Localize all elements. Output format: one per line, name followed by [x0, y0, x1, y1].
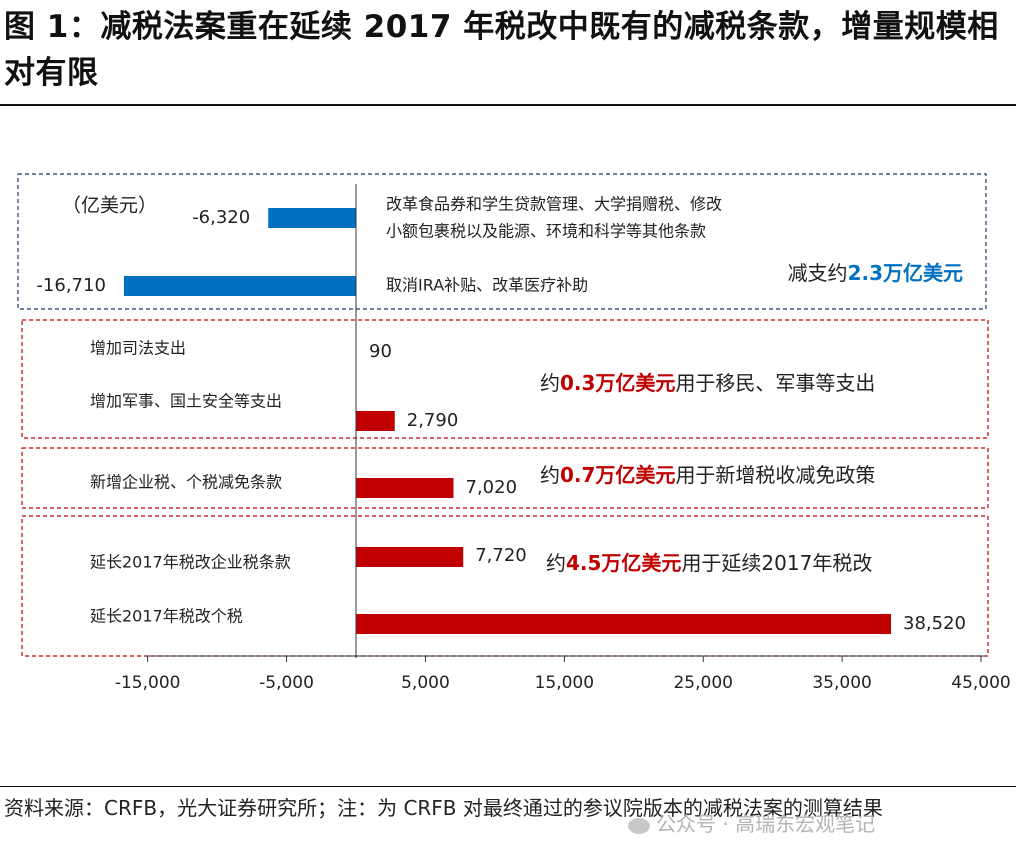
category-label: 取消IRA补贴、改革医疗补助	[386, 276, 588, 295]
annotation-highlight: 0.7万亿美元	[560, 463, 675, 487]
group-box-spending-increase	[21, 319, 989, 439]
data-label: 90	[369, 341, 392, 362]
group-box-new-tax-relief	[21, 447, 989, 509]
data-label: 2,790	[407, 410, 459, 431]
annotation-prefix: 约	[540, 463, 560, 487]
category-label: 增加军事、国土安全等支出	[90, 392, 282, 411]
wechat-icon	[628, 817, 650, 834]
x-tick-label: 25,000	[673, 673, 732, 693]
annotation-prefix: 约	[540, 371, 560, 395]
bar	[268, 208, 356, 228]
chart-title: 图 1：减税法案重在延续 2017 年税改中既有的减税条款，增量规模相对有限	[4, 9, 999, 91]
watermark: 公众号 · 高瑞东宏观笔记	[628, 808, 875, 837]
category-label: 增加司法支出	[90, 339, 186, 358]
annotation-prefix: 约	[546, 551, 566, 575]
source-note: 资料来源：CRFB，光大证券研究所；注：为 CRFB 对最终通过的参议院版本的减…	[4, 796, 883, 820]
data-label: 7,720	[475, 545, 527, 566]
category-label: 新增企业税、个税减免条款	[90, 473, 282, 492]
annotation: 减支约2.3万亿美元	[788, 261, 963, 285]
annotation-highlight: 4.5万亿美元	[566, 551, 681, 575]
unit-label: （亿美元）	[62, 195, 157, 217]
annotation: 约4.5万亿美元用于延续2017年税改	[546, 551, 872, 575]
annotation-suffix: 用于延续2017年税改	[681, 551, 872, 575]
group-box-spending-cuts	[17, 173, 987, 310]
x-tick-label: -15,000	[115, 673, 181, 693]
watermark-text: 公众号 · 高瑞东宏观笔记	[656, 812, 876, 836]
annotation-highlight: 0.3万亿美元	[560, 371, 675, 395]
data-label: 7,020	[466, 477, 518, 498]
data-label: -16,710	[36, 275, 105, 296]
annotation-suffix: 用于新增税收减免政策	[675, 463, 875, 487]
annotation-suffix: 用于移民、军事等支出	[675, 371, 875, 395]
bar	[356, 614, 891, 634]
data-label: -6,320	[192, 207, 250, 228]
group-box-tcja-extension	[21, 515, 989, 657]
source-divider	[0, 786, 1016, 787]
category-label: 延长2017年税改个税	[90, 607, 243, 626]
annotation-highlight: 2.3万亿美元	[848, 261, 963, 285]
x-tick-label: 35,000	[812, 673, 871, 693]
data-label: 38,520	[903, 613, 966, 634]
annotation: 约0.7万亿美元用于新增税收减免政策	[540, 463, 875, 487]
annotation: 约0.3万亿美元用于移民、军事等支出	[540, 371, 875, 395]
title-divider	[0, 104, 1016, 106]
bar	[123, 276, 357, 296]
x-tick-label: 15,000	[535, 673, 594, 693]
bar	[356, 478, 454, 498]
bar-chart: -15,000 -5,000 5,000 15,000 25,000 35,000 45,0…	[17, 173, 1011, 693]
category-label: 小额包裹税以及能源、环境和科学等其他条款	[386, 222, 706, 241]
category-label: 延长2017年税改企业税条款	[90, 553, 291, 572]
category-label: 改革食品券和学生贷款管理、大学捐赠税、修改	[386, 195, 722, 214]
annotation-prefix: 减支约	[788, 261, 848, 285]
x-tick-label: -5,000	[259, 673, 314, 693]
bar	[356, 547, 464, 567]
x-tick-label: 5,000	[401, 673, 450, 693]
bar	[356, 411, 395, 431]
x-tick-label: 45,000	[951, 673, 1010, 693]
